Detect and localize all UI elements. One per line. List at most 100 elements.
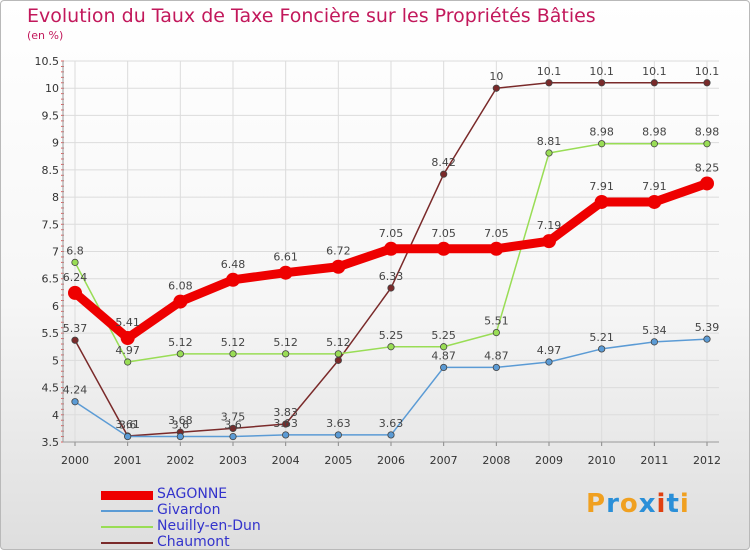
data-label-givardon: 4.97 [537,344,562,357]
data-label-chaumont: 5.37 [63,322,88,335]
data-label-chaumont: 8.42 [431,156,456,169]
data-label-neuilly-en-dun: 4.97 [115,344,140,357]
data-point-chaumont [229,424,237,432]
x-tick-label: 2007 [430,454,458,467]
data-label-givardon: 5.39 [695,321,720,334]
chart-legend: SAGONNE Givardon Neuilly-en-Dun Chaumont [101,486,361,550]
data-label-givardon: 3.6 [172,419,190,432]
data-label-sagonne: 6.61 [273,251,298,264]
data-point-chaumont [334,356,342,364]
data-point-givardon [334,431,342,439]
data-label-sagonne: 6.08 [168,280,193,293]
chart-subtitle: (en %) [27,29,64,42]
x-tick-label: 2000 [61,454,89,467]
data-label-givardon: 3.63 [379,417,404,430]
data-label-chaumont: 10.1 [537,65,562,78]
data-point-sagonne [594,194,609,209]
data-label-neuilly-en-dun: 5.12 [221,336,246,349]
data-label-neuilly-en-dun: 6.8 [66,244,84,257]
y-tick-label: 9.5 [42,109,60,122]
y-tick-label: 4 [52,409,59,422]
x-tick-label: 2003 [219,454,247,467]
data-label-givardon: 3.6 [224,419,242,432]
data-label-chaumont: 3.61 [115,418,140,431]
data-point-chaumont [598,79,606,87]
data-label-sagonne: 7.19 [537,219,562,232]
data-label-layer: 6.24 5.41 6.08 6.48 6.61 6.72 7.05 7.05 7.05 7.19… [63,65,720,432]
legend-label: Chaumont [157,534,230,550]
data-point-sagonne [700,176,714,191]
data-label-chaumont: 10.1 [695,65,720,78]
data-point-neuilly-en-dun [229,350,237,358]
logo-letter: i [656,489,667,519]
data-label-sagonne: 7.05 [379,227,404,240]
data-point-chaumont [545,79,553,87]
data-point-neuilly-en-dun [492,328,500,337]
data-point-neuilly-en-dun [440,343,448,351]
data-label-givardon: 4.87 [484,349,509,362]
x-tick-label: 2004 [272,454,300,467]
logo-letter: i [679,489,690,519]
legend-item-chaumont: Chaumont [101,534,361,550]
legend-label: Neuilly-en-Dun [157,518,261,534]
data-point-givardon [387,431,395,439]
data-label-neuilly-en-dun: 5.12 [168,336,193,349]
data-point-sagonne [173,294,188,309]
legend-item-neuilly-en-dun: Neuilly-en-Dun [101,518,361,535]
data-point-sagonne [68,285,82,300]
data-label-neuilly-en-dun: 5.25 [431,329,456,342]
x-tick-label: 2009 [535,454,563,467]
x-tick-label: 2010 [588,454,616,467]
data-label-chaumont: 10.1 [589,65,614,78]
data-label-givardon: 5.34 [642,324,667,337]
data-point-neuilly-en-dun [71,258,79,266]
data-point-sagonne [489,241,504,256]
x-tick-label: 2001 [114,454,142,467]
data-label-sagonne: 8.25 [695,161,720,174]
legend-item-givardon: Givardon [101,502,361,519]
data-label-givardon: 3.63 [273,417,298,430]
data-label-sagonne: 7.91 [642,180,667,193]
data-point-chaumont [387,284,395,292]
y-tick-label: 8 [52,191,59,204]
data-point-givardon [71,398,79,406]
grid-layer [63,60,719,443]
data-label-sagonne: 7.05 [484,227,509,240]
data-point-sagonne [647,194,662,209]
data-point-sagonne [120,331,135,346]
data-label-sagonne: 6.24 [63,271,88,284]
data-point-neuilly-en-dun [282,350,290,358]
logo-letter: x [638,489,657,519]
data-point-neuilly-en-dun [598,140,606,148]
data-point-chaumont [71,336,79,344]
legend-swatch [101,526,153,528]
data-label-givardon: 3.6 [119,419,137,432]
data-point-givardon [598,345,606,353]
data-point-givardon [703,335,711,343]
data-point-neuilly-en-dun [124,358,132,366]
legend-label: SAGONNE [157,486,228,502]
data-point-neuilly-en-dun [545,149,553,157]
y-tick-label: 7 [52,246,59,259]
data-point-sagonne [226,272,240,287]
x-tick-label: 2008 [482,454,510,467]
legend-label: Givardon [157,502,221,518]
data-label-neuilly-en-dun: 5.12 [326,336,351,349]
data-point-givardon [124,432,132,441]
data-point-sagonne [542,234,556,249]
data-label-sagonne: 7.05 [431,227,456,240]
data-point-givardon [492,363,500,372]
x-tick-label: 2006 [377,454,405,467]
logo-letter: t [666,489,680,519]
data-label-givardon: 4.24 [63,384,88,397]
data-point-sagonne [278,265,293,280]
data-label-givardon: 5.21 [589,331,614,344]
data-point-chaumont [650,79,658,87]
data-point-givardon [545,358,553,366]
logo-letter: r [606,489,620,519]
data-label-givardon: 4.87 [431,349,456,362]
data-point-chaumont [703,79,711,87]
data-point-chaumont [440,170,448,178]
y-tick-label: 3.5 [42,436,60,449]
x-tick-label: 2002 [166,454,194,467]
